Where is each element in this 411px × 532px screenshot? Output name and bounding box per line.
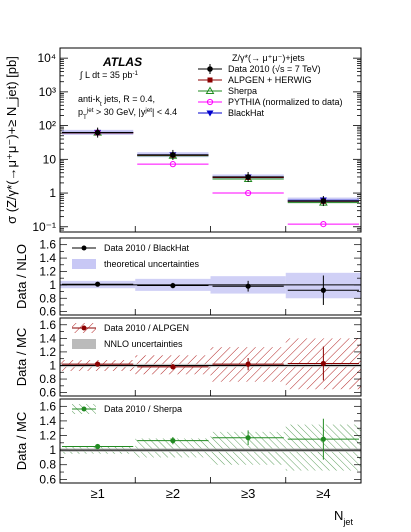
ratio-legend-label: Data 2010 / ALPGEN (104, 323, 189, 333)
y-tick-label: 1.2 (39, 345, 56, 359)
series-1 (62, 130, 359, 204)
y-tick-label: 0.8 (39, 291, 56, 305)
x-tick-label: ≥4 (316, 486, 330, 501)
y-tick-label: 1.2 (39, 264, 56, 278)
legend-label: PYTHIA (normalized to data) (228, 97, 343, 107)
y-tick-label: 1.6 (39, 318, 56, 332)
ratio-marker (320, 287, 326, 293)
ratio-legend-label: Data 2010 / Sherpa (104, 404, 182, 414)
y-tick-label: 0.6 (39, 305, 56, 319)
marker-sherpa (205, 86, 215, 94)
y-tick-label: 1.6 (39, 238, 56, 252)
ratio-y-label: Data / MC (14, 328, 29, 387)
y-tick-label: 1.4 (39, 331, 56, 345)
ratio-legend-item: Data 2010 / Sherpa (72, 404, 182, 414)
legend-item: Data 2010 (√s = 7 TeV) (198, 64, 321, 74)
legend-label: Sherpa (228, 86, 257, 96)
ratio-legend-label: theoretical uncertainties (104, 259, 200, 269)
legend-marker (81, 325, 87, 331)
series-0 (62, 127, 359, 207)
jets-label: anti-kt jets, R = 0.4, (78, 94, 155, 108)
y-tick-label: 1.4 (39, 414, 56, 428)
legend-item: PYTHIA (normalized to data) (198, 97, 343, 107)
lumi-label: ∫ L dt = 35 pb-1 (79, 70, 139, 81)
legend-marker (81, 245, 87, 251)
y-tick-label: 0.6 (39, 472, 56, 486)
ratio-marker (170, 364, 176, 370)
x-axis: ≥1 ≥2 ≥3 ≥4 Njet (90, 486, 353, 527)
marker-alpgen (207, 77, 213, 83)
atlas-label: ATLAS (102, 55, 142, 69)
uncertainty-band (135, 438, 211, 458)
legend-label: ALPGEN + HERWIG (228, 75, 312, 85)
y-tick-label: 10² (39, 119, 56, 133)
marker-pythia (206, 98, 214, 106)
x-tick-label: ≥2 (166, 486, 180, 501)
legend-label: BlackHat (228, 108, 265, 118)
x-tick-label: ≥1 (90, 486, 104, 501)
panels-group: 10⁴ 10³ 10² 10 1 10⁻¹ σ (Z/γ*(→μ⁺μ⁻)+≥ N_jet) … (4, 47, 362, 486)
legend-item: Sherpa (198, 86, 257, 96)
legend-title: Z/γ*(→ μ⁺μ⁻)+jets (232, 53, 305, 63)
y-tick-label: 10⁴ (37, 51, 56, 65)
main-panel: 10⁴ 10³ 10² 10 1 10⁻¹ σ (Z/γ*(→μ⁺μ⁻)+≥ N_jet) … (4, 47, 362, 234)
y-tick-label: 10³ (39, 85, 56, 99)
ratio-marker (95, 361, 101, 367)
marker-pythia (169, 161, 176, 168)
ratio-marker (320, 436, 326, 442)
ratio-panel-0: 0.60.811.21.41.6 Data / NLO Data 2010 / Bl… (14, 237, 362, 319)
legend-swatch (72, 339, 96, 349)
x-tick-label: ≥3 (241, 486, 255, 501)
y-tick-label: 1.2 (39, 429, 56, 443)
legend-item: BlackHat (198, 108, 265, 118)
y-tick-label: 1 (49, 186, 56, 200)
ratio-marker (320, 360, 326, 367)
marker-data (207, 66, 213, 72)
y-tick-label: 0.8 (39, 372, 56, 386)
ratio-panel-1: 0.60.811.21.41.6 Data / MC Data 2010 / ALP… (14, 317, 362, 400)
y-tick-label: 1 (49, 443, 56, 457)
ratio-legend-item: Data 2010 / BlackHat (72, 243, 190, 253)
marker-blackhat (206, 110, 214, 117)
ratio-marker (95, 281, 101, 287)
series-2 (62, 128, 359, 206)
ratio-panel-2: 0.60.811.21.41.6 Data / MC Data 2010 / She… (14, 398, 362, 486)
y-tick-label: 10 (43, 152, 57, 166)
series-4 (62, 129, 359, 204)
ratio-marker (95, 443, 101, 450)
y-tick-label: 0.6 (39, 386, 56, 400)
marker-pythia (245, 189, 252, 197)
ratio-marker (170, 282, 176, 289)
ratio-marker (245, 361, 251, 367)
ratio-y-label: Data / NLO (14, 244, 29, 309)
ratio-legend-item: theoretical uncertainties (72, 259, 200, 269)
y-tick-label: 10⁻¹ (32, 220, 56, 234)
legend-label: Data 2010 (√s = 7 TeV) (228, 64, 321, 74)
legend-item: ALPGEN + HERWIG (198, 75, 312, 85)
y-tick-label: 1.4 (39, 251, 56, 265)
y-tick-label: 1.6 (39, 399, 56, 413)
y-tick-label: 1 (49, 278, 56, 292)
ratio-marker (245, 283, 251, 289)
series-3 (62, 129, 359, 228)
ratio-legend-label: Data 2010 / BlackHat (104, 243, 190, 253)
legend-marker (81, 406, 87, 412)
ratio-legend-label: NNLO uncertainties (104, 339, 183, 349)
ratio-legend-item: NNLO uncertainties (72, 339, 183, 349)
ratio-y-label: Data / MC (14, 412, 29, 471)
ratio-marker (170, 438, 176, 444)
legend-swatch (72, 259, 96, 269)
x-axis-label: Njet (334, 508, 353, 527)
marker-pythia (320, 221, 327, 228)
main-y-label: σ (Z/γ*(→μ⁺μ⁻)+≥ N_jet) [pb] (4, 56, 19, 224)
y-tick-label: 0.8 (39, 458, 56, 472)
cuts-label: pTjet > 30 GeV, |yjet| < 4.4 (78, 107, 177, 121)
y-tick-label: 1 (49, 358, 56, 372)
ratio-legend-item: Data 2010 / ALPGEN (72, 323, 189, 333)
ratio-marker (245, 435, 251, 441)
